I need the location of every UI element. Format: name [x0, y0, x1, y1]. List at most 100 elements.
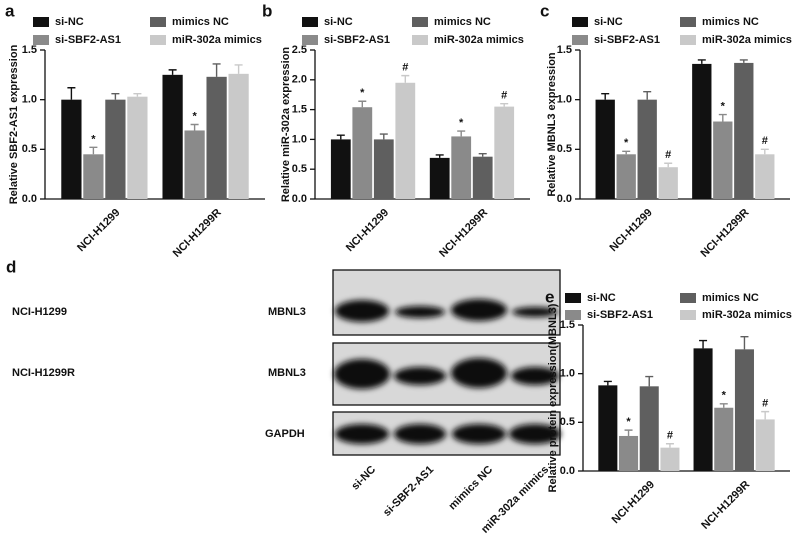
y-tick-label: 1.5	[560, 319, 575, 331]
error-bar	[664, 162, 673, 168]
error-bar	[212, 63, 221, 77]
legend-swatch	[565, 310, 581, 320]
bar	[616, 154, 636, 199]
band	[512, 307, 558, 317]
panel-letter: c	[540, 1, 549, 20]
legend-swatch	[33, 17, 49, 27]
y-tick-label: 2.0	[292, 74, 307, 86]
bar	[472, 156, 493, 199]
western-blot: d NCI-H1299 NCI-H1299R MBNL3 MBNL3 GAPDH…	[6, 257, 561, 535]
y-tick-label: 0.0	[292, 193, 307, 205]
bar	[127, 96, 148, 199]
panel-letter: d	[6, 257, 16, 276]
legend-label: miR-302a mimics	[702, 309, 792, 321]
bar	[713, 121, 733, 199]
y-tick-label: 0.0	[560, 465, 575, 477]
cell-label: NCI-H1299	[12, 306, 67, 318]
error-bar	[603, 380, 612, 386]
annotation: *	[360, 87, 365, 99]
legend-label: mimics NC	[434, 16, 491, 28]
legend-label: mimics NC	[702, 292, 759, 304]
x-tick-label: NCI-H1299R	[171, 207, 224, 260]
y-tick-label: 1.0	[560, 368, 575, 380]
bar	[734, 62, 754, 200]
bar	[598, 385, 618, 471]
annotation: *	[626, 416, 631, 428]
legend-swatch	[572, 35, 588, 45]
bar	[639, 386, 659, 471]
legend-swatch	[150, 17, 166, 27]
y-tick-label: 0.0	[22, 193, 37, 205]
panel-letter: b	[262, 1, 272, 20]
bar-chart: a Relative SBF2-AS1 expression 0.0 0.5 1.0 1.…	[5, 1, 265, 260]
legend-label: miR-302a mimics	[702, 34, 792, 46]
bar	[637, 99, 657, 199]
error-bar	[601, 93, 610, 100]
bar	[619, 435, 639, 471]
band	[452, 424, 506, 444]
bar	[83, 154, 104, 199]
protein-label: MBNL3	[268, 367, 306, 379]
annotation: #	[402, 62, 408, 74]
annotation: *	[721, 100, 726, 112]
legend-label: miR-302a mimics	[172, 34, 262, 46]
legend-label: si-SBF2-AS1	[55, 34, 121, 46]
annotation: #	[501, 90, 507, 102]
legend-label: si-SBF2-AS1	[324, 34, 390, 46]
y-axis-label: Relative SBF2-AS1 expression	[8, 44, 20, 204]
band	[451, 299, 507, 321]
protein-label: GAPDH	[265, 428, 305, 440]
error-bar	[760, 148, 769, 155]
legend-swatch	[412, 17, 428, 27]
legend-swatch	[412, 35, 428, 45]
y-axis-label: Relative MBNL3 expression	[546, 52, 558, 197]
error-bar	[624, 429, 633, 436]
legend-swatch	[680, 310, 696, 320]
legend-swatch	[680, 17, 696, 27]
annotation: *	[459, 117, 464, 129]
error-bar	[401, 74, 410, 83]
band	[394, 367, 446, 385]
error-bar	[234, 64, 243, 74]
error-bar	[133, 93, 142, 97]
band	[511, 367, 559, 385]
error-bar	[699, 339, 708, 349]
error-bar	[643, 91, 652, 100]
bar	[692, 63, 712, 200]
bands	[334, 299, 561, 444]
annotation: #	[667, 430, 673, 442]
legend-label: si-NC	[594, 16, 623, 28]
y-tick-label: 0.5	[292, 163, 307, 175]
bar	[429, 157, 450, 199]
y-tick-label: 1.5	[557, 44, 572, 56]
band	[395, 306, 445, 318]
error-bar	[457, 130, 466, 137]
legend-swatch	[680, 293, 696, 303]
y-axis-label: Relative protein expression(MBNL3)	[547, 303, 559, 492]
error-bar	[435, 154, 444, 158]
band	[451, 358, 507, 388]
bar	[61, 99, 82, 199]
x-tick-label: NCI-H1299R	[698, 207, 751, 260]
band	[509, 424, 561, 444]
bar	[451, 136, 472, 199]
bar	[693, 348, 713, 471]
error-bar	[761, 410, 770, 420]
y-tick-label: 0.5	[22, 143, 37, 155]
bar	[352, 107, 373, 199]
panel-letter: a	[5, 1, 15, 20]
lane-label: si-NC	[349, 464, 378, 493]
error-bar	[665, 443, 674, 448]
legend-swatch	[302, 17, 318, 27]
lane-label: mimics NC	[446, 464, 495, 513]
x-tick-label: NCI-H1299	[344, 207, 391, 254]
bar	[755, 419, 775, 471]
band	[335, 300, 389, 322]
annotation: #	[762, 398, 768, 410]
band	[335, 424, 389, 444]
bar	[184, 130, 205, 199]
bar	[206, 76, 227, 199]
